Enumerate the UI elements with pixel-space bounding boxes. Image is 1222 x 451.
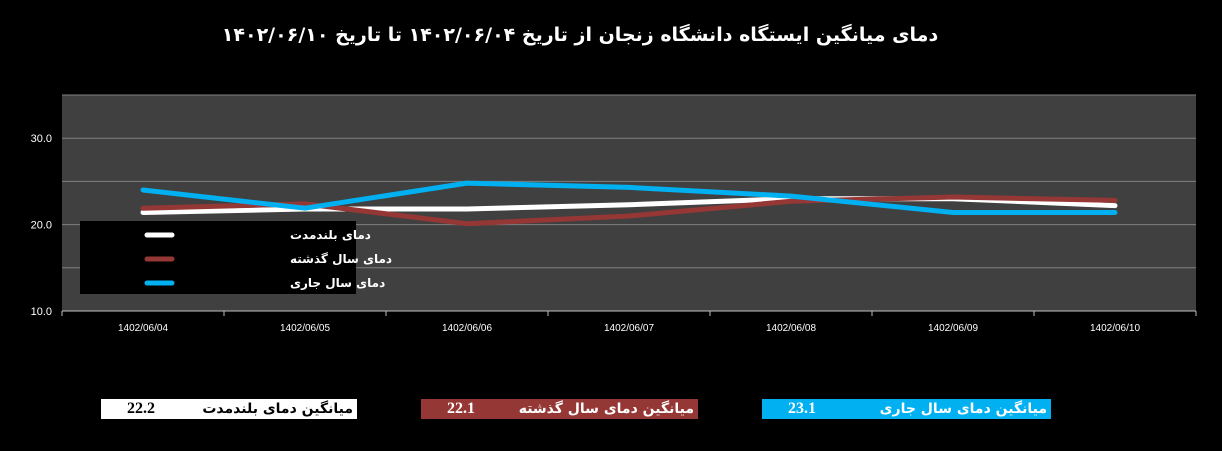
legend: دمای بلندمدت دمای سال گذشته دمای سال جاری: [80, 221, 392, 294]
y-tick-label: 10.0: [31, 306, 52, 318]
average-current-label: میانگین دمای سال جاری: [879, 401, 1047, 417]
y-tick-label: 20.0: [31, 220, 52, 232]
x-tick-label: 1402/06/07: [604, 323, 654, 334]
x-tick-label: 1402/06/08: [766, 323, 816, 334]
average-lastyear-value: 22.1: [447, 400, 475, 417]
x-tick-label: 1402/06/10: [1090, 323, 1140, 334]
average-lastyear-label: میانگین دمای سال گذشته: [518, 401, 694, 417]
x-tick-label: 1402/06/05: [280, 323, 330, 334]
average-lastyear-badge: 22.1 میانگین دمای سال گذشته: [421, 399, 698, 419]
average-longterm-label: میانگین دمای بلندمدت: [202, 401, 353, 417]
y-tick-label: 30.0: [31, 133, 52, 145]
x-tick-label: 1402/06/09: [928, 323, 978, 334]
x-tick-label: 1402/06/04: [118, 323, 168, 334]
series-lines: [140, 180, 1118, 227]
average-longterm-value: 22.2: [127, 400, 155, 417]
axes: 10.0 20.0 30.0 1402/06/04 1402/06/05 1402/06/…: [31, 133, 1197, 334]
average-current-value: 23.1: [788, 400, 816, 417]
average-longterm-badge: 22.2 میانگین دمای بلندمدت: [101, 399, 357, 419]
legend-box: [80, 221, 356, 294]
legend-label: دمای سال جاری: [290, 276, 385, 290]
chart-title: دمای میانگین ایستگاه دانشگاه زنجان از تا…: [221, 24, 939, 46]
legend-label: دمای بلندمدت: [290, 228, 371, 242]
average-current-badge: 23.1 میانگین دمای سال جاری: [762, 399, 1051, 419]
legend-label: دمای سال گذشته: [290, 252, 392, 266]
x-tick-label: 1402/06/06: [442, 323, 492, 334]
